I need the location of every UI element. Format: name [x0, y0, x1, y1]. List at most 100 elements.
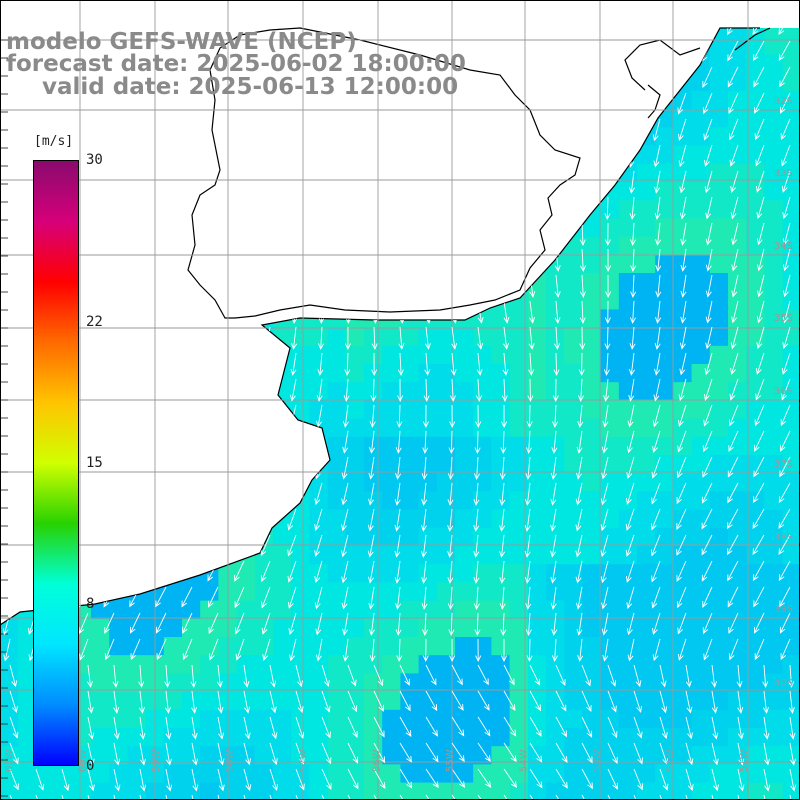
wind-arrow	[555, 664, 566, 687]
wind-arrow	[341, 456, 349, 480]
wind-arrow	[314, 482, 323, 506]
wind-arrow	[158, 326, 167, 350]
wind-arrow	[191, 742, 199, 766]
wind-arrow	[157, 144, 167, 167]
wind-arrow	[399, 248, 406, 272]
wind-arrow	[243, 690, 251, 714]
wind-arrow	[529, 768, 543, 789]
wind-arrow	[237, 300, 245, 324]
wind-arrow	[210, 352, 219, 376]
wind-arrow	[753, 66, 765, 88]
wind-arrow	[425, 768, 439, 789]
wind-arrow	[235, 118, 245, 141]
wind-arrow	[500, 404, 508, 429]
wind-arrow	[628, 378, 635, 402]
wind-arrow	[659, 794, 669, 800]
wind-arrow	[711, 716, 719, 740]
wind-arrow	[113, 690, 120, 714]
wind-arrow	[243, 716, 251, 740]
wind-arrow	[477, 768, 492, 788]
wind-arrow	[369, 638, 376, 662]
longitude-labels: 61W 60W 59W 58W 57W 56W 55W 54W 53W 52W 51W	[4, 749, 750, 772]
wind-arrow	[550, 40, 557, 64]
wind-arrow	[731, 274, 739, 298]
wind-arrow	[130, 612, 141, 634]
wind-arrow	[528, 352, 535, 377]
wind-arrow	[575, 586, 583, 610]
wind-arrow	[131, 170, 141, 193]
wind-arrow	[347, 742, 359, 764]
wind-arrow	[736, 664, 743, 688]
wind-arrow	[475, 404, 482, 429]
wind-arrow	[420, 28, 427, 38]
wind-arrow	[216, 664, 223, 688]
wind-arrow	[728, 612, 739, 634]
wind-arrow	[756, 222, 765, 246]
wind-arrow	[703, 638, 713, 661]
model-title: modelo GEFS-WAVE (NCEP)	[6, 29, 357, 55]
wind-arrow	[113, 768, 121, 792]
colorbar-tick-0: 0	[86, 758, 95, 774]
wind-arrow	[607, 742, 618, 764]
wind-arrow	[291, 274, 298, 298]
longitude-label: 53W	[592, 749, 603, 772]
wind-arrow	[579, 222, 586, 247]
wind-arrow	[600, 560, 609, 584]
wind-arrow	[236, 170, 245, 194]
wind-arrow	[184, 222, 193, 246]
wind-arrow	[755, 144, 765, 167]
wind-arrow	[164, 690, 171, 714]
wind-arrow	[473, 482, 480, 506]
wind-arrow	[210, 170, 219, 194]
wind-arrow	[781, 378, 791, 401]
wind-arrow	[129, 456, 141, 478]
wind-arrow	[676, 534, 687, 556]
wind-arrow	[704, 352, 713, 376]
wind-arrow	[703, 404, 713, 427]
wind-arrow	[451, 274, 458, 298]
wind-arrow	[1, 560, 11, 583]
wind-arrow	[451, 664, 463, 686]
wind-arrow	[261, 586, 271, 609]
wind-arrow	[607, 768, 618, 790]
wind-arrow	[704, 378, 713, 401]
wind-arrow	[604, 326, 611, 351]
wind-arrow	[191, 768, 199, 792]
wind-arrow	[291, 300, 298, 324]
wind-arrow	[342, 118, 349, 142]
wind-arrow	[81, 326, 89, 350]
wind-arrow	[789, 794, 797, 800]
wind-arrow	[451, 768, 466, 788]
wind-arrow	[315, 612, 323, 636]
wind-arrow	[781, 352, 791, 375]
longitude-label: 59W	[151, 749, 162, 772]
wind-arrow	[553, 170, 560, 195]
wind-arrow	[499, 28, 506, 38]
wind-arrow	[473, 534, 480, 558]
wind-arrow	[575, 40, 583, 64]
wind-arrow	[607, 690, 617, 713]
wind-arrow	[756, 326, 765, 350]
wind-arrow	[104, 612, 115, 634]
wind-arrow	[575, 560, 583, 584]
wind-arrow	[550, 28, 557, 38]
wind-arrow	[730, 170, 739, 193]
wind-arrow	[211, 222, 219, 246]
wind-arrow	[528, 170, 535, 195]
wind-arrow	[581, 768, 593, 790]
wind-arrow	[575, 28, 583, 38]
wind-arrow	[778, 534, 791, 556]
longitude-label: 55W	[445, 749, 456, 772]
wind-arrow	[210, 326, 219, 350]
wind-arrow	[628, 170, 635, 194]
wind-arrow	[289, 638, 297, 662]
wind-arrow	[367, 508, 375, 532]
wind-arrow	[629, 300, 636, 325]
wind-arrow	[80, 352, 89, 376]
wind-arrow	[106, 326, 115, 350]
wind-arrow	[477, 274, 484, 298]
wind-arrow	[780, 118, 791, 141]
wind-arrow	[447, 456, 454, 481]
wind-arrow	[132, 196, 141, 220]
wind-arrow	[130, 404, 141, 427]
